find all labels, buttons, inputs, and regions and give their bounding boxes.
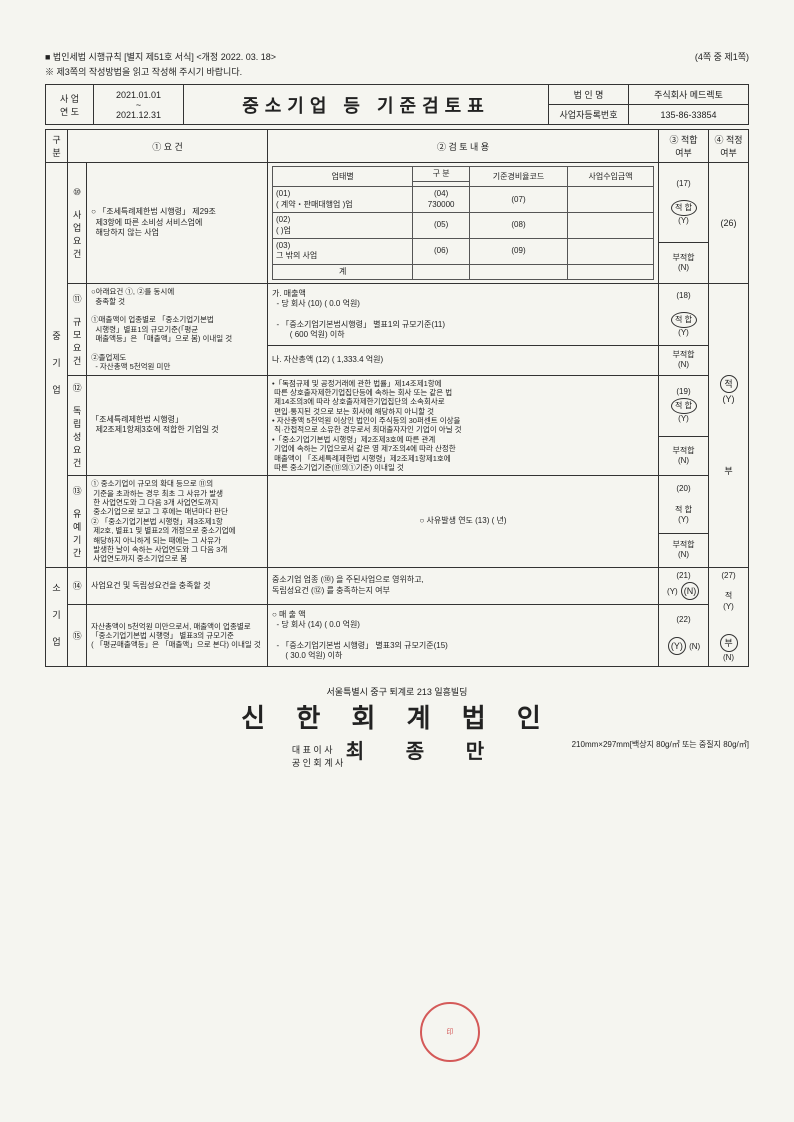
- r4-side: ⑬유예기간: [68, 476, 87, 567]
- main-table: 구분 ① 요 건 ② 검 토 내 용 ③ 적합여부 ④ 적정여부 중 기 업 ⑩…: [45, 129, 749, 667]
- side-small: 소 기 업: [46, 567, 68, 667]
- r1-fitY: (17) 적 합 (Y): [659, 163, 709, 243]
- r6-req: 자산총액이 5천억원 미만으로서, 매출액이 업종별로 「중소기업기본법 시행령…: [87, 605, 268, 667]
- role1: 대 표 이 사: [292, 745, 333, 755]
- inner-h4: 사업수입금액: [568, 167, 654, 187]
- c03: (03)그 밖의 사업: [273, 238, 413, 264]
- r2-side: ⑪규모요건: [68, 284, 87, 375]
- doc-title: 중소기업 등 기준검토표: [184, 85, 549, 125]
- col-gubun: 구분: [46, 130, 68, 163]
- form-note: ※ 제3쪽의 작성방법을 읽고 작성해 주시기 바랍니다.: [45, 65, 749, 78]
- r2-fitN: 부적합(N): [659, 346, 709, 375]
- r1-review: 업태별 구 분 기준경비율코드 사업수입금액 (01)( 계약‧판매대행업 )업…: [268, 163, 659, 284]
- r4-fitY: (20) 적 합(Y): [659, 476, 709, 534]
- inner-h1: 업태별: [273, 167, 413, 187]
- r6-num: ⑮: [68, 605, 87, 667]
- r3-req: 「조세특례제한법 시행령」 제2조제1항제3호에 적합한 기업일 것: [87, 375, 268, 476]
- footer-addr: 서울특별시 중구 퇴계로 213 일흥빌딩: [45, 685, 749, 698]
- r5-req: 사업요건 및 독립성요건을 충족할 것: [87, 567, 268, 604]
- r5-review: 중소기업 업종 (⑩) 을 주된사업으로 영위하고,독립성요건 (⑫) 를 충족…: [268, 567, 659, 604]
- page-num: (4쪽 중 제1쪽): [695, 50, 749, 63]
- firm-name: 신 한 회 계 법 인: [45, 698, 749, 735]
- bizno-label: 사업자등록번호: [549, 105, 629, 125]
- r1-req: ○ 「조세특례제한법 시행령」 제29조 제3항에 따른 소비성 서비스업에 해…: [87, 163, 268, 284]
- c05: (05): [413, 213, 470, 239]
- r4-review: ○ 사유발생 연도 (13) ( 년): [268, 476, 659, 567]
- r3-fitN: 부적합(N): [659, 437, 709, 476]
- r1-fitN: 부적합(N): [659, 243, 709, 284]
- rep-name: 최 종 만: [346, 741, 502, 763]
- period-from: 2021.01.01: [116, 90, 161, 100]
- c07: (07): [469, 187, 567, 213]
- footer: 서울특별시 중구 퇴계로 213 일흥빌딩 신 한 회 계 법 인 대 표 이 …: [45, 685, 749, 750]
- role2: 공 인 회 계 사: [292, 758, 343, 768]
- period-label: 사 업연 도: [46, 85, 94, 125]
- c01: (01)( 계약‧판매대행업 )업: [273, 187, 413, 213]
- corp-name: 주식회사 메드렉토: [629, 85, 749, 105]
- seal-icon: 印: [420, 1002, 480, 1062]
- r4-req: ① 중소기업이 규모의 확대 등으로 ⑪의 기준을 초과하는 경우 최초 그 사…: [87, 476, 268, 567]
- col-review: ② 검 토 내 용: [268, 130, 659, 163]
- c06: (06): [413, 238, 470, 264]
- period-to: 2021.12.31: [116, 110, 161, 120]
- c09: (09): [469, 238, 567, 264]
- inner-h2: 구 분: [413, 167, 470, 182]
- col-ok: ④ 적정여부: [709, 130, 749, 163]
- r5-ok: (27) 적(Y) 부(N): [709, 567, 749, 667]
- r3-fitY: (19) 적 합(Y): [659, 375, 709, 437]
- r4-fitN: 부적합(N): [659, 534, 709, 567]
- corp-name-label: 법 인 명: [549, 85, 629, 105]
- bizno: 135-86-33854: [629, 105, 749, 125]
- col-req: ① 요 건: [68, 130, 268, 163]
- r2-req: ○아래요건 ①, ②를 동시에 충족할 것 ①매출액이 업종별로 「중소기업기본…: [87, 284, 268, 375]
- col-fit: ③ 적합여부: [659, 130, 709, 163]
- inner-h3: 기준경비율코드: [469, 167, 567, 187]
- c02: (02)( )업: [273, 213, 413, 239]
- r1-num: ⑩: [73, 187, 81, 197]
- r1-ok: (26): [709, 163, 749, 284]
- csum: 계: [273, 264, 413, 279]
- r2-ok: 적(Y) 부: [709, 284, 749, 568]
- r5-num: ⑭: [68, 567, 87, 604]
- r1-side: ⑩사업요건: [68, 163, 87, 284]
- r6-fit: (22) (Y) (N): [659, 605, 709, 667]
- r3-review: •「독점규제 및 공정거래에 관한 법률」제14조제1항에 따른 상호출자제한기…: [268, 375, 659, 476]
- c08: (08): [469, 213, 567, 239]
- r2-review2: 나. 자산총액 (12) ( 1,333.4 억원): [268, 346, 659, 375]
- side-sme: 중 기 업: [46, 163, 68, 568]
- c04: (04)730000: [413, 187, 470, 213]
- period-value: 2021.01.01~ 2021.12.31: [94, 85, 184, 125]
- form-ref: ■ 법인세법 시행규칙 [별지 제51호 서식] <개정 2022. 03. 1…: [45, 50, 276, 63]
- r2-review: 가. 매출액 - 당 회사 (10) ( 0.0 억원) - 「중소기업기본법시…: [268, 284, 659, 346]
- top-table: 사 업연 도 2021.01.01~ 2021.12.31 중소기업 등 기준검…: [45, 84, 749, 125]
- r6-review: ○ 매 출 액 - 당 회사 (14) ( 0.0 억원) - 「중소기업기본법…: [268, 605, 659, 667]
- r3-side: ⑫독립성요건: [68, 375, 87, 476]
- r5-fit: (21) (Y) (N): [659, 567, 709, 604]
- r2-fitY: (18) 적 합(Y): [659, 284, 709, 346]
